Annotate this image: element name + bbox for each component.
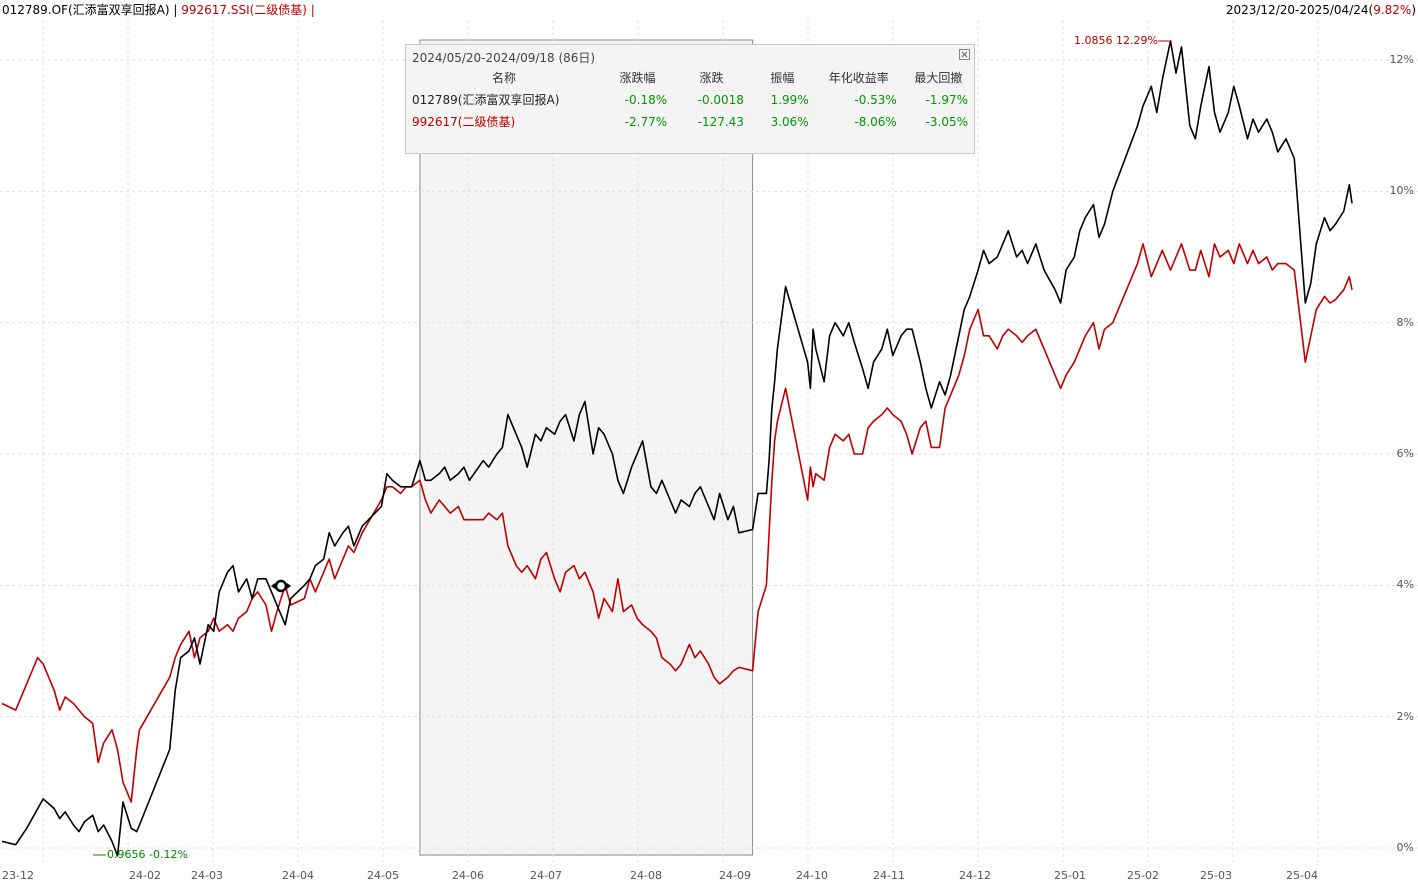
interval-stats-panel: 2024/05/20-2024/09/18 (86日) 名称 涨跌幅 涨跌 振幅 年化收… — [405, 44, 975, 154]
legend-header: 012789.OF(汇添富双享回报A) | 992617.SSI(二级债基) | — [2, 3, 315, 17]
x-tick-label: 25-03 — [1200, 869, 1232, 882]
x-tick-label: 24-11 — [873, 869, 905, 882]
legend-item-3: | — [306, 3, 315, 17]
x-tick-label: 24-04 — [282, 869, 314, 882]
y-tick-label: 12% — [1389, 53, 1414, 66]
grid — [0, 20, 1418, 862]
stats-row: 012789(汇添富双享回报A) -0.18% -0.0018 1.99% -0.53%… — [406, 89, 974, 111]
stats-row-name: 992617(二级债基) — [412, 115, 516, 129]
x-tick-label: 24-05 — [367, 869, 399, 882]
stats-column-header: 涨跌 — [699, 71, 724, 85]
x-tick-label: 24-03 — [191, 869, 223, 882]
x-tick-label: 23-12 — [2, 869, 34, 882]
x-tick-label: 24-02 — [129, 869, 161, 882]
x-tick-label: 25-02 — [1127, 869, 1159, 882]
series-layer — [1, 40, 1353, 857]
low-annotation: 0.9656 -0.12% — [107, 848, 188, 861]
stats-cell: 1.99% — [770, 93, 809, 107]
x-tick-label: 25-04 — [1286, 869, 1318, 882]
x-tick-label: 24-06 — [452, 869, 484, 882]
legend-item-0[interactable]: 012789.OF(汇添富双享回报A) — [2, 3, 170, 17]
y-tick-label: 4% — [1396, 578, 1414, 592]
x-tick-label: 25-01 — [1054, 869, 1086, 882]
stats-cell: -2.77% — [624, 115, 668, 129]
range-close: ) — [1411, 3, 1416, 17]
stats-header-row: 名称 涨跌幅 涨跌 振幅 年化收益率 最大回撤 — [406, 67, 974, 89]
stats-column-header: 振幅 — [770, 71, 795, 85]
x-tick-label: 24-08 — [630, 869, 662, 882]
y-tick-label: 8% — [1396, 315, 1414, 329]
stats-table: 名称 涨跌幅 涨跌 振幅 年化收益率 最大回撤 012789(汇添富双享回报A) -0.18%… — [406, 67, 974, 133]
stats-row: 992617(二级债基) -2.77% -127.43 3.06% -8.06% -3.0… — [406, 111, 974, 133]
stats-column-header: 最大回撤 — [914, 71, 963, 85]
x-tick-label: 24-09 — [719, 869, 751, 882]
close-icon[interactable] — [959, 49, 970, 60]
crosshair-cursor-icon[interactable] — [271, 578, 291, 594]
stats-cell: -127.43 — [697, 115, 744, 129]
stats-row-name: 012789(汇添富双享回报A) — [412, 93, 560, 107]
stats-cell: -8.06% — [854, 115, 897, 129]
interval-title: 2024/05/20-2024/09/18 (86日) — [412, 51, 596, 65]
stats-column-header: 涨跌幅 — [619, 71, 656, 85]
stats-cell: -3.05% — [925, 115, 968, 129]
stats-column-header: 名称 — [491, 71, 516, 85]
y-tick-label: 2% — [1396, 709, 1414, 723]
range-pct: 9.82% — [1373, 3, 1412, 17]
y-tick-label: 0% — [1396, 841, 1414, 854]
y-tick-label: 10% — [1389, 184, 1414, 198]
series-line-index[interactable] — [1, 243, 1353, 803]
stats-cell: -1.97% — [925, 93, 968, 107]
x-tick-label: 24-07 — [530, 869, 562, 882]
legend-item-2[interactable]: 992617.SSI(二级债基) — [181, 3, 307, 17]
y-tick-label: 6% — [1396, 447, 1414, 460]
high-annotation: 1.0856 12.29% — [1074, 34, 1158, 47]
stats-cell: -0.53% — [854, 93, 897, 107]
stats-column-header: 年化收益率 — [828, 71, 889, 85]
stats-cell: -0.18% — [624, 93, 668, 107]
selection-region[interactable] — [419, 39, 754, 856]
x-tick-label: 24-12 — [959, 869, 991, 882]
stats-cell: -0.0018 — [697, 93, 744, 107]
date-range-header: 2023/12/20-2025/04/24(9.82%) — [1226, 3, 1416, 17]
x-tick-label: 24-10 — [796, 869, 828, 882]
legend-item-1: | — [169, 3, 182, 17]
stats-cell: 3.06% — [770, 115, 809, 129]
series-line-fund[interactable] — [1, 40, 1353, 857]
date-range-text: 2023/12/20-2025/04/24( — [1225, 3, 1374, 17]
